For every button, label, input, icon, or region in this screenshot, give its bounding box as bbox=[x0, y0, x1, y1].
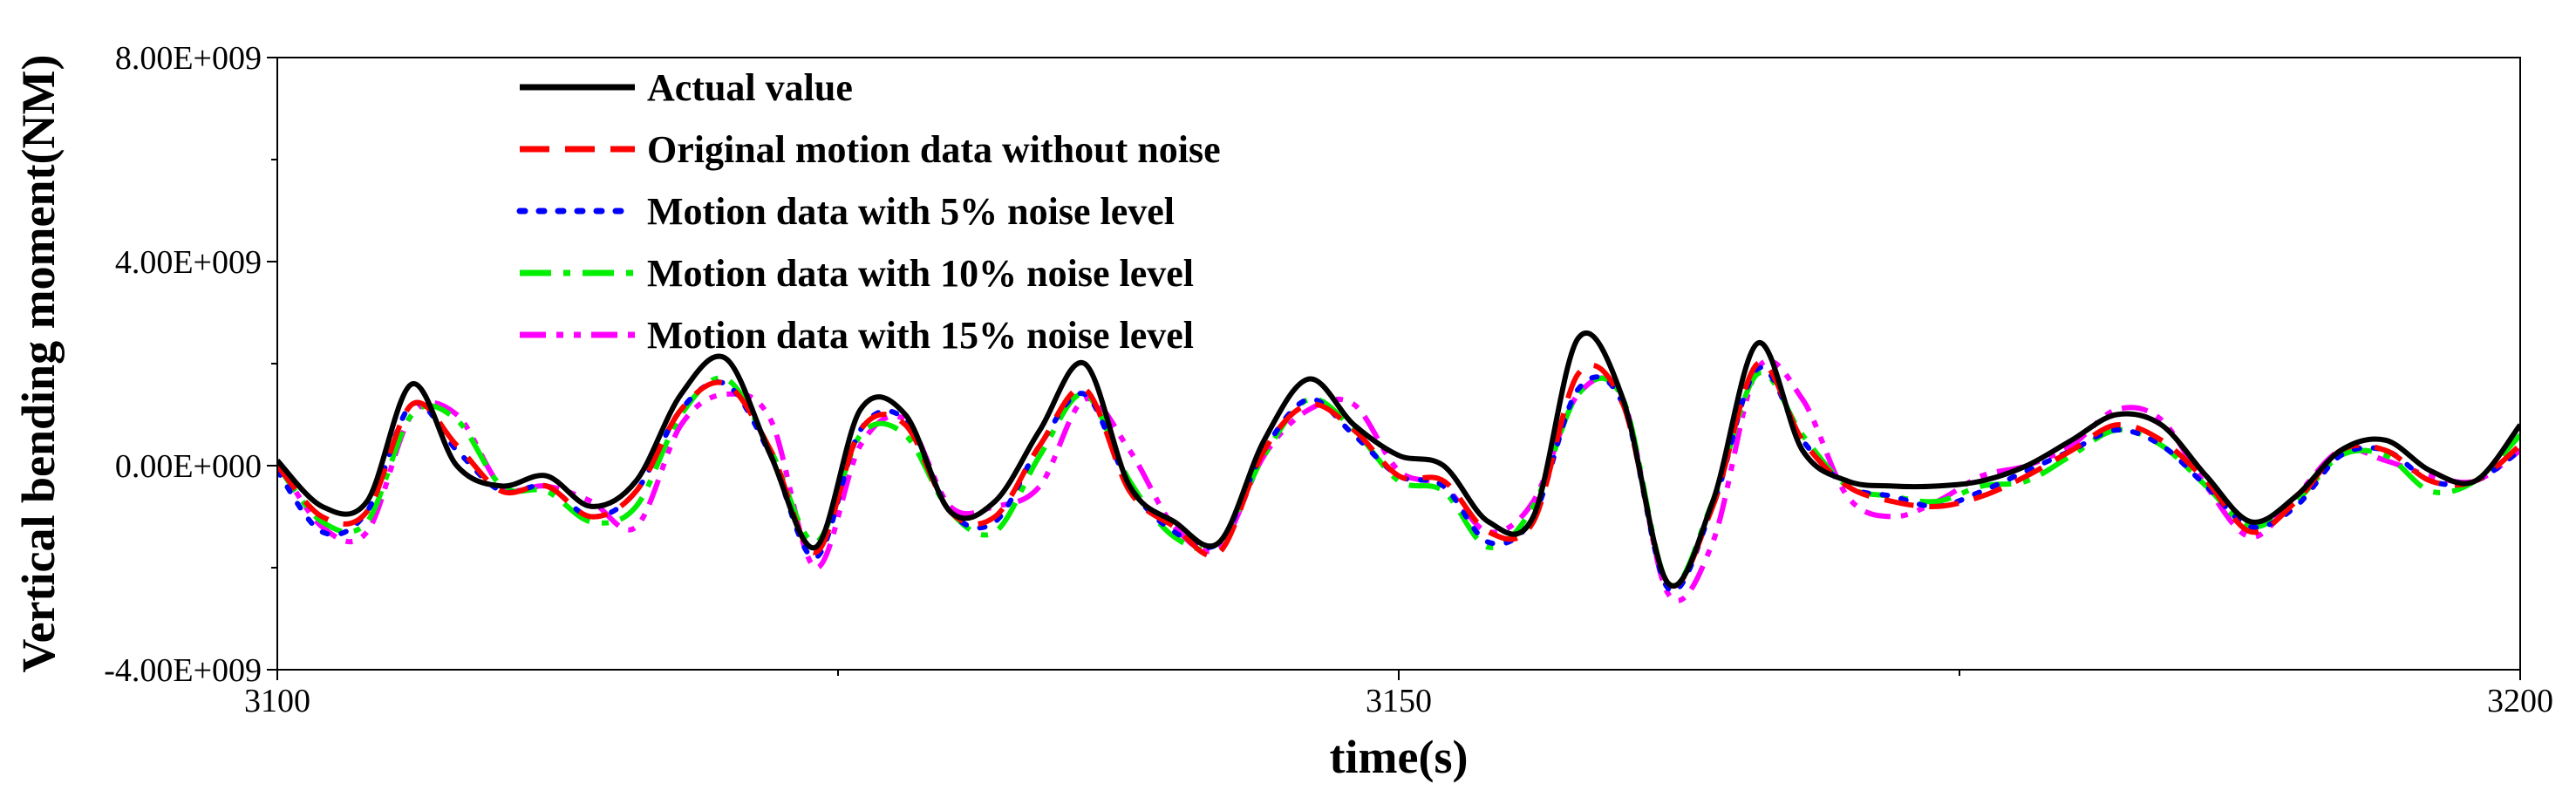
y-tick-label: 4.00E+009 bbox=[115, 244, 262, 281]
x-tick-label: 3200 bbox=[2487, 683, 2553, 719]
legend-label-2: Motion data with 5% noise level bbox=[647, 190, 1175, 233]
y-tick-label: 8.00E+009 bbox=[115, 40, 262, 77]
x-tick-label: 3150 bbox=[1366, 683, 1432, 719]
y-tick-label: 0.00E+000 bbox=[115, 448, 262, 485]
series-line-0 bbox=[277, 330, 2520, 589]
legend-label-3: Motion data with 10% noise level bbox=[647, 252, 1194, 295]
axis-layer: -4.00E+009 0.00E+000 4.00E+009 8.00E+009 310… bbox=[104, 40, 2553, 719]
x-tick-label: 3100 bbox=[244, 683, 310, 719]
legend-label-4: Motion data with 15% noise level bbox=[647, 314, 1194, 357]
series-line-4 bbox=[277, 358, 2520, 603]
legend-label-1: Original motion data without noise bbox=[647, 128, 1221, 171]
y-tick-label: -4.00E+009 bbox=[104, 652, 262, 689]
x-axis-title: time(s) bbox=[1330, 731, 1469, 783]
series-line-2 bbox=[277, 365, 2520, 594]
series-line-3 bbox=[277, 369, 2520, 589]
series-layer bbox=[277, 330, 2520, 603]
series-line-1 bbox=[277, 359, 2520, 589]
legend-label-0: Actual value bbox=[647, 66, 853, 109]
legend: Actual value Original motion data without… bbox=[516, 66, 1221, 357]
y-axis-title: Vertical bending moment(NM) bbox=[12, 55, 65, 673]
